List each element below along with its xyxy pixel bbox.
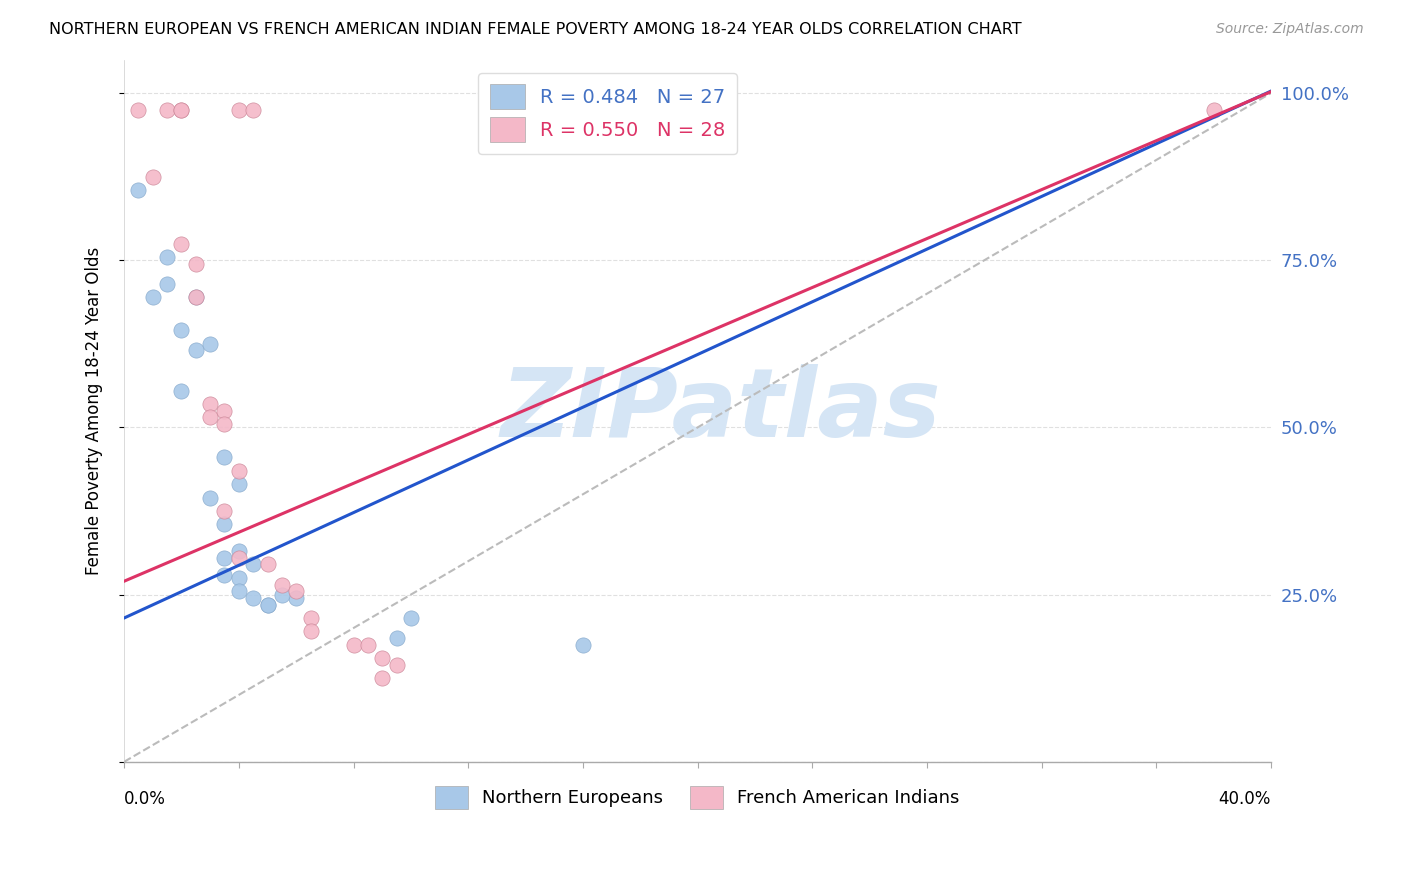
Point	[385, 657, 408, 672]
Point	[228, 103, 250, 117]
Point	[142, 169, 165, 184]
Point	[214, 517, 236, 532]
Point	[342, 638, 364, 652]
Point	[228, 584, 250, 599]
Text: ZIPatlas: ZIPatlas	[501, 364, 941, 458]
Point	[214, 403, 236, 417]
Point	[285, 584, 308, 599]
Legend: Northern Europeans, French American Indians: Northern Europeans, French American Indi…	[429, 779, 967, 816]
Point	[256, 598, 278, 612]
Point	[228, 464, 250, 478]
Point	[184, 256, 207, 270]
Point	[142, 290, 165, 304]
Point	[170, 103, 193, 117]
Point	[214, 417, 236, 431]
Point	[214, 550, 236, 565]
Point	[184, 343, 207, 358]
Point	[285, 591, 308, 605]
Point	[242, 558, 264, 572]
Point	[572, 638, 595, 652]
Point	[270, 577, 292, 591]
Point	[127, 103, 149, 117]
Point	[198, 410, 221, 425]
Point	[214, 504, 236, 518]
Text: 0.0%: 0.0%	[124, 789, 166, 808]
Point	[184, 290, 207, 304]
Point	[299, 624, 322, 639]
Point	[228, 477, 250, 491]
Point	[242, 591, 264, 605]
Point	[228, 550, 250, 565]
Point	[156, 277, 179, 291]
Point	[214, 567, 236, 582]
Point	[198, 397, 221, 411]
Point	[198, 491, 221, 505]
Point	[228, 544, 250, 558]
Point	[371, 651, 394, 665]
Point	[256, 558, 278, 572]
Point	[198, 336, 221, 351]
Point	[299, 611, 322, 625]
Point	[399, 611, 422, 625]
Point	[256, 598, 278, 612]
Point	[170, 384, 193, 398]
Text: 40.0%: 40.0%	[1219, 789, 1271, 808]
Point	[357, 638, 380, 652]
Point	[170, 236, 193, 251]
Point	[385, 631, 408, 645]
Point	[270, 588, 292, 602]
Point	[214, 450, 236, 465]
Point	[170, 323, 193, 337]
Y-axis label: Female Poverty Among 18-24 Year Olds: Female Poverty Among 18-24 Year Olds	[86, 246, 103, 574]
Point	[184, 290, 207, 304]
Point	[228, 571, 250, 585]
Text: Source: ZipAtlas.com: Source: ZipAtlas.com	[1216, 22, 1364, 37]
Point	[371, 671, 394, 685]
Point	[156, 250, 179, 264]
Text: NORTHERN EUROPEAN VS FRENCH AMERICAN INDIAN FEMALE POVERTY AMONG 18-24 YEAR OLDS: NORTHERN EUROPEAN VS FRENCH AMERICAN IND…	[49, 22, 1022, 37]
Point	[156, 103, 179, 117]
Point	[170, 103, 193, 117]
Point	[1202, 103, 1225, 117]
Point	[127, 183, 149, 197]
Point	[242, 103, 264, 117]
